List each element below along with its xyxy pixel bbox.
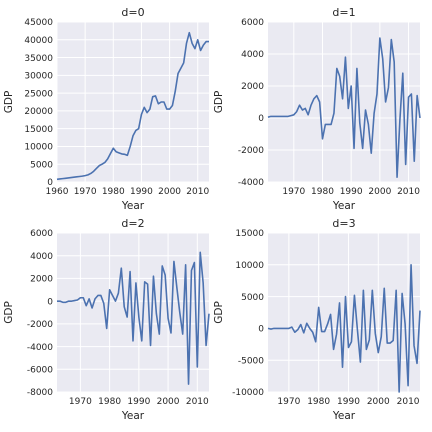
plot-area	[57, 22, 209, 182]
y-tick-label: 15000	[235, 229, 264, 239]
grid	[56, 21, 209, 183]
x-tick-label: 1980	[102, 187, 125, 197]
y-tick-label: 45000	[24, 18, 53, 28]
x-tick-label: 1970	[282, 187, 305, 197]
series-line	[57, 251, 210, 385]
x-axis-label: Year	[332, 410, 356, 422]
y-tick-label: 40000	[24, 36, 53, 46]
series-line	[56, 31, 209, 181]
y-tick-label: -8000	[27, 388, 53, 398]
series-line	[267, 37, 421, 178]
x-tick-label: 1960	[46, 187, 69, 197]
y-tick-label: 6000	[241, 18, 264, 28]
y-tick-label: -5000	[238, 356, 264, 366]
x-tick-label: 2000	[157, 397, 180, 407]
x-tick-label: 1990	[340, 187, 363, 197]
x-tick-label: 2010	[186, 397, 209, 407]
chart-panel-1: -4000 -2000 0 2000 4000 6000 1970 1980 1990 2000 2…	[213, 6, 421, 212]
y-tick-label: 5000	[30, 160, 53, 170]
y-tick-label: 4000	[30, 252, 53, 262]
y-tick-label: 35000	[24, 54, 53, 64]
chart-title: d=2	[121, 217, 144, 230]
y-tick-label: -6000	[27, 365, 53, 375]
x-axis-label: Year	[332, 200, 356, 212]
y-tick-label: 2000	[30, 275, 53, 285]
x-tick-label: 1970	[74, 187, 97, 197]
y-tick-label: 6000	[30, 229, 53, 239]
x-tick-label: 2010	[186, 187, 209, 197]
chart-title: d=0	[121, 6, 144, 19]
x-tick-label: 2010	[397, 187, 420, 197]
y-tick-label: -4000	[238, 178, 264, 188]
y-tick-label: -4000	[27, 343, 53, 353]
y-axis-label: GDP	[3, 91, 15, 114]
y-axis-label: GDP	[213, 91, 225, 114]
y-axis-label: GDP	[213, 301, 225, 324]
y-tick-label: 0	[47, 178, 53, 188]
chart-panel-0: 0 5000 10000 15000 20000 25000 30000 35000 40000…	[3, 6, 209, 212]
x-tick-label: 1980	[98, 397, 121, 407]
y-tick-label: 30000	[24, 72, 53, 82]
y-tick-label: 15000	[24, 125, 53, 135]
x-axis-label: Year	[121, 200, 145, 212]
y-tick-label: -2000	[238, 146, 264, 156]
y-tick-label: 25000	[24, 89, 53, 99]
x-tick-label: 2010	[397, 397, 420, 407]
y-tick-label: 20000	[24, 107, 53, 117]
y-tick-label: 10000	[24, 143, 53, 153]
x-axis-label: Year	[121, 410, 145, 422]
chart-panel-2: -8000 -6000 -4000 -2000 0 2000 4000 6000 1970 198…	[3, 217, 210, 422]
chart-title: d=1	[332, 6, 355, 19]
grid	[268, 232, 420, 393]
y-tick-label: 0	[258, 325, 264, 335]
y-tick-label: 0	[258, 114, 264, 124]
grid	[57, 232, 209, 393]
x-tick-label: 2000	[367, 397, 390, 407]
y-tick-label: 4000	[241, 50, 264, 60]
y-tick-label: -2000	[27, 320, 53, 330]
y-tick-label: -10000	[232, 388, 264, 398]
x-tick-label: 1990	[130, 187, 153, 197]
chart-panel-3: -10000 -5000 0 5000 10000 15000 1970 1980 1990 20…	[213, 217, 421, 422]
x-tick-label: 1970	[277, 397, 300, 407]
y-tick-label: 5000	[241, 293, 264, 303]
series-line	[267, 264, 421, 393]
x-tick-label: 2000	[158, 187, 181, 197]
x-tick-label: 1980	[311, 187, 334, 197]
x-tick-label: 1970	[69, 397, 92, 407]
chart-title: d=3	[332, 217, 355, 230]
x-tick-label: 2000	[368, 187, 391, 197]
y-tick-label: 0	[47, 297, 53, 307]
x-tick-label: 1980	[307, 397, 330, 407]
y-axis-label: GDP	[3, 301, 15, 324]
y-tick-label: 2000	[241, 82, 264, 92]
x-tick-label: 1990	[127, 397, 150, 407]
x-tick-label: 1990	[337, 397, 360, 407]
y-tick-label: 10000	[235, 261, 264, 271]
